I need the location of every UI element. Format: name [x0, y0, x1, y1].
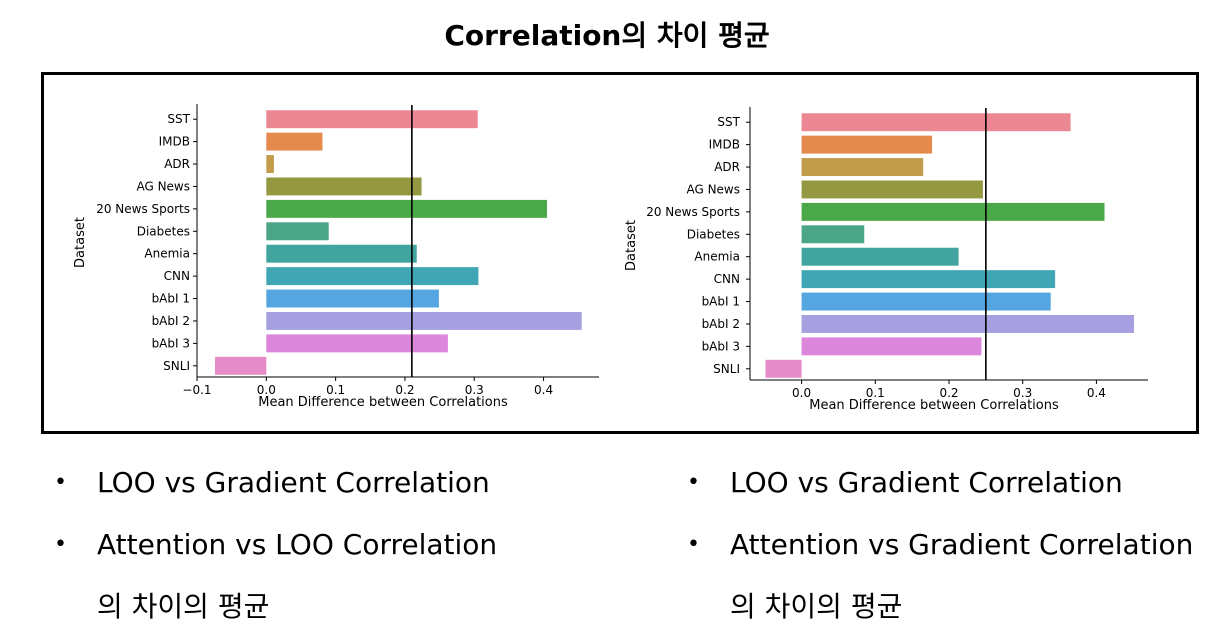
- caption-left: • LOO vs Gradient Correlation • Attentio…: [54, 452, 497, 638]
- bullet-icon: •: [687, 532, 700, 557]
- x-tick-label: 0.2: [395, 383, 414, 397]
- chart-2: SST IMDB ADR AG News 20 News Sports Diabetes A…: [624, 107, 1148, 413]
- category-label: ADR: [714, 160, 740, 174]
- caption-left-text-2: Attention vs LOO Correlation: [97, 528, 498, 561]
- caption-right-text-2: Attention vs Gradient Correlation: [730, 528, 1194, 561]
- bar-cnn: [266, 267, 479, 286]
- category-label: bAbI 2: [152, 314, 190, 328]
- y-axis-label: Dataset: [624, 220, 639, 271]
- category-label: Anemia: [144, 247, 190, 261]
- caption-left-tail: 의 차이의 평균: [97, 590, 270, 623]
- caption-left-item-1: • LOO vs Gradient Correlation: [54, 452, 497, 514]
- category-label: 20 News Sports: [96, 202, 190, 216]
- category-label: CNN: [164, 269, 190, 283]
- bar-imdb: [266, 132, 323, 151]
- caption-right: • LOO vs Gradient Correlation • Attentio…: [687, 452, 1193, 638]
- category-label: SST: [717, 115, 740, 129]
- bar-babi-1: [266, 289, 439, 308]
- category-label: IMDB: [159, 135, 190, 149]
- bar-babi-2: [801, 314, 1134, 333]
- category-label: CNN: [714, 272, 740, 286]
- x-tick-label: −0.1: [182, 383, 211, 397]
- category-label: SST: [167, 112, 190, 126]
- category-label: Diabetes: [687, 227, 740, 241]
- bullet-icon: •: [54, 532, 67, 557]
- x-tick-label: 0.2: [939, 386, 958, 400]
- category-label: bAbI 3: [152, 336, 190, 350]
- charts-frame: SST IMDB ADR AG News 20 News Sports Diabetes A…: [41, 72, 1199, 434]
- category-label: Anemia: [694, 250, 740, 264]
- caption-right-text-1: LOO vs Gradient Correlation: [730, 466, 1123, 499]
- bar-babi-3: [266, 334, 448, 353]
- chart-1: SST IMDB ADR AG News 20 News Sports Diabetes A…: [73, 104, 599, 410]
- bar-anemia: [266, 244, 417, 263]
- x-tick-label: 0.1: [866, 386, 885, 400]
- caption-right-tail: 의 차이의 평균: [730, 590, 903, 623]
- bar-babi-2: [266, 311, 582, 330]
- bar-imdb: [801, 135, 933, 154]
- bar-adr: [266, 155, 274, 174]
- y-axis-label: Dataset: [73, 217, 88, 268]
- page-title: Correlation의 차이 평균: [444, 19, 770, 52]
- bar-ag-news: [266, 177, 422, 196]
- bar-diabetes: [266, 222, 329, 241]
- category-label: AG News: [136, 179, 190, 193]
- x-tick-label: 0.0: [792, 386, 811, 400]
- bar-snli: [215, 356, 267, 375]
- caption-left-item-2: • Attention vs LOO Correlation: [54, 514, 497, 576]
- bullet-icon: •: [54, 470, 67, 495]
- category-label: SNLI: [163, 359, 190, 373]
- charts-canvas: SST IMDB ADR AG News 20 News Sports Diabetes A…: [73, 104, 1148, 413]
- x-tick-label: 0.1: [326, 383, 345, 397]
- bar-sst: [266, 110, 478, 129]
- bar-ag-news: [801, 180, 983, 199]
- bar-diabetes: [801, 225, 865, 244]
- bar-babi-1: [801, 292, 1051, 311]
- caption-right-tail-row: 의 차이의 평균: [687, 576, 1193, 638]
- category-label: Diabetes: [137, 224, 190, 238]
- bar-20-news-sports: [801, 202, 1105, 221]
- bar-snli: [765, 359, 802, 378]
- x-tick-label: 0.3: [465, 383, 484, 397]
- bar-20-news-sports: [266, 199, 548, 218]
- category-label: bAbI 3: [702, 339, 740, 353]
- category-label: SNLI: [713, 362, 740, 376]
- category-label: bAbI 1: [152, 292, 190, 306]
- category-label: ADR: [164, 157, 190, 171]
- caption-left-tail-row: 의 차이의 평균: [54, 576, 497, 638]
- bar-babi-3: [801, 337, 982, 356]
- bar-adr: [801, 158, 924, 177]
- caption-right-item-2: • Attention vs Gradient Correlation: [687, 514, 1193, 576]
- category-label: bAbI 1: [702, 295, 740, 309]
- x-tick-label: 0.4: [534, 383, 553, 397]
- caption-left-text-1: LOO vs Gradient Correlation: [97, 466, 490, 499]
- bar-sst: [801, 113, 1071, 132]
- bullet-icon: •: [687, 470, 700, 495]
- bar-cnn: [801, 270, 1056, 289]
- x-tick-label: 0.0: [257, 383, 276, 397]
- category-label: 20 News Sports: [646, 205, 740, 219]
- x-axis-label: Mean Difference between Correlations: [809, 398, 1059, 413]
- caption-right-item-1: • LOO vs Gradient Correlation: [687, 452, 1193, 514]
- category-label: IMDB: [709, 138, 740, 152]
- x-axis-label: Mean Difference between Correlations: [258, 395, 508, 410]
- bar-anemia: [801, 247, 959, 266]
- category-label: bAbI 2: [702, 317, 740, 331]
- category-label: AG News: [686, 182, 740, 196]
- x-tick-label: 0.3: [1013, 386, 1032, 400]
- x-tick-label: 0.4: [1087, 386, 1106, 400]
